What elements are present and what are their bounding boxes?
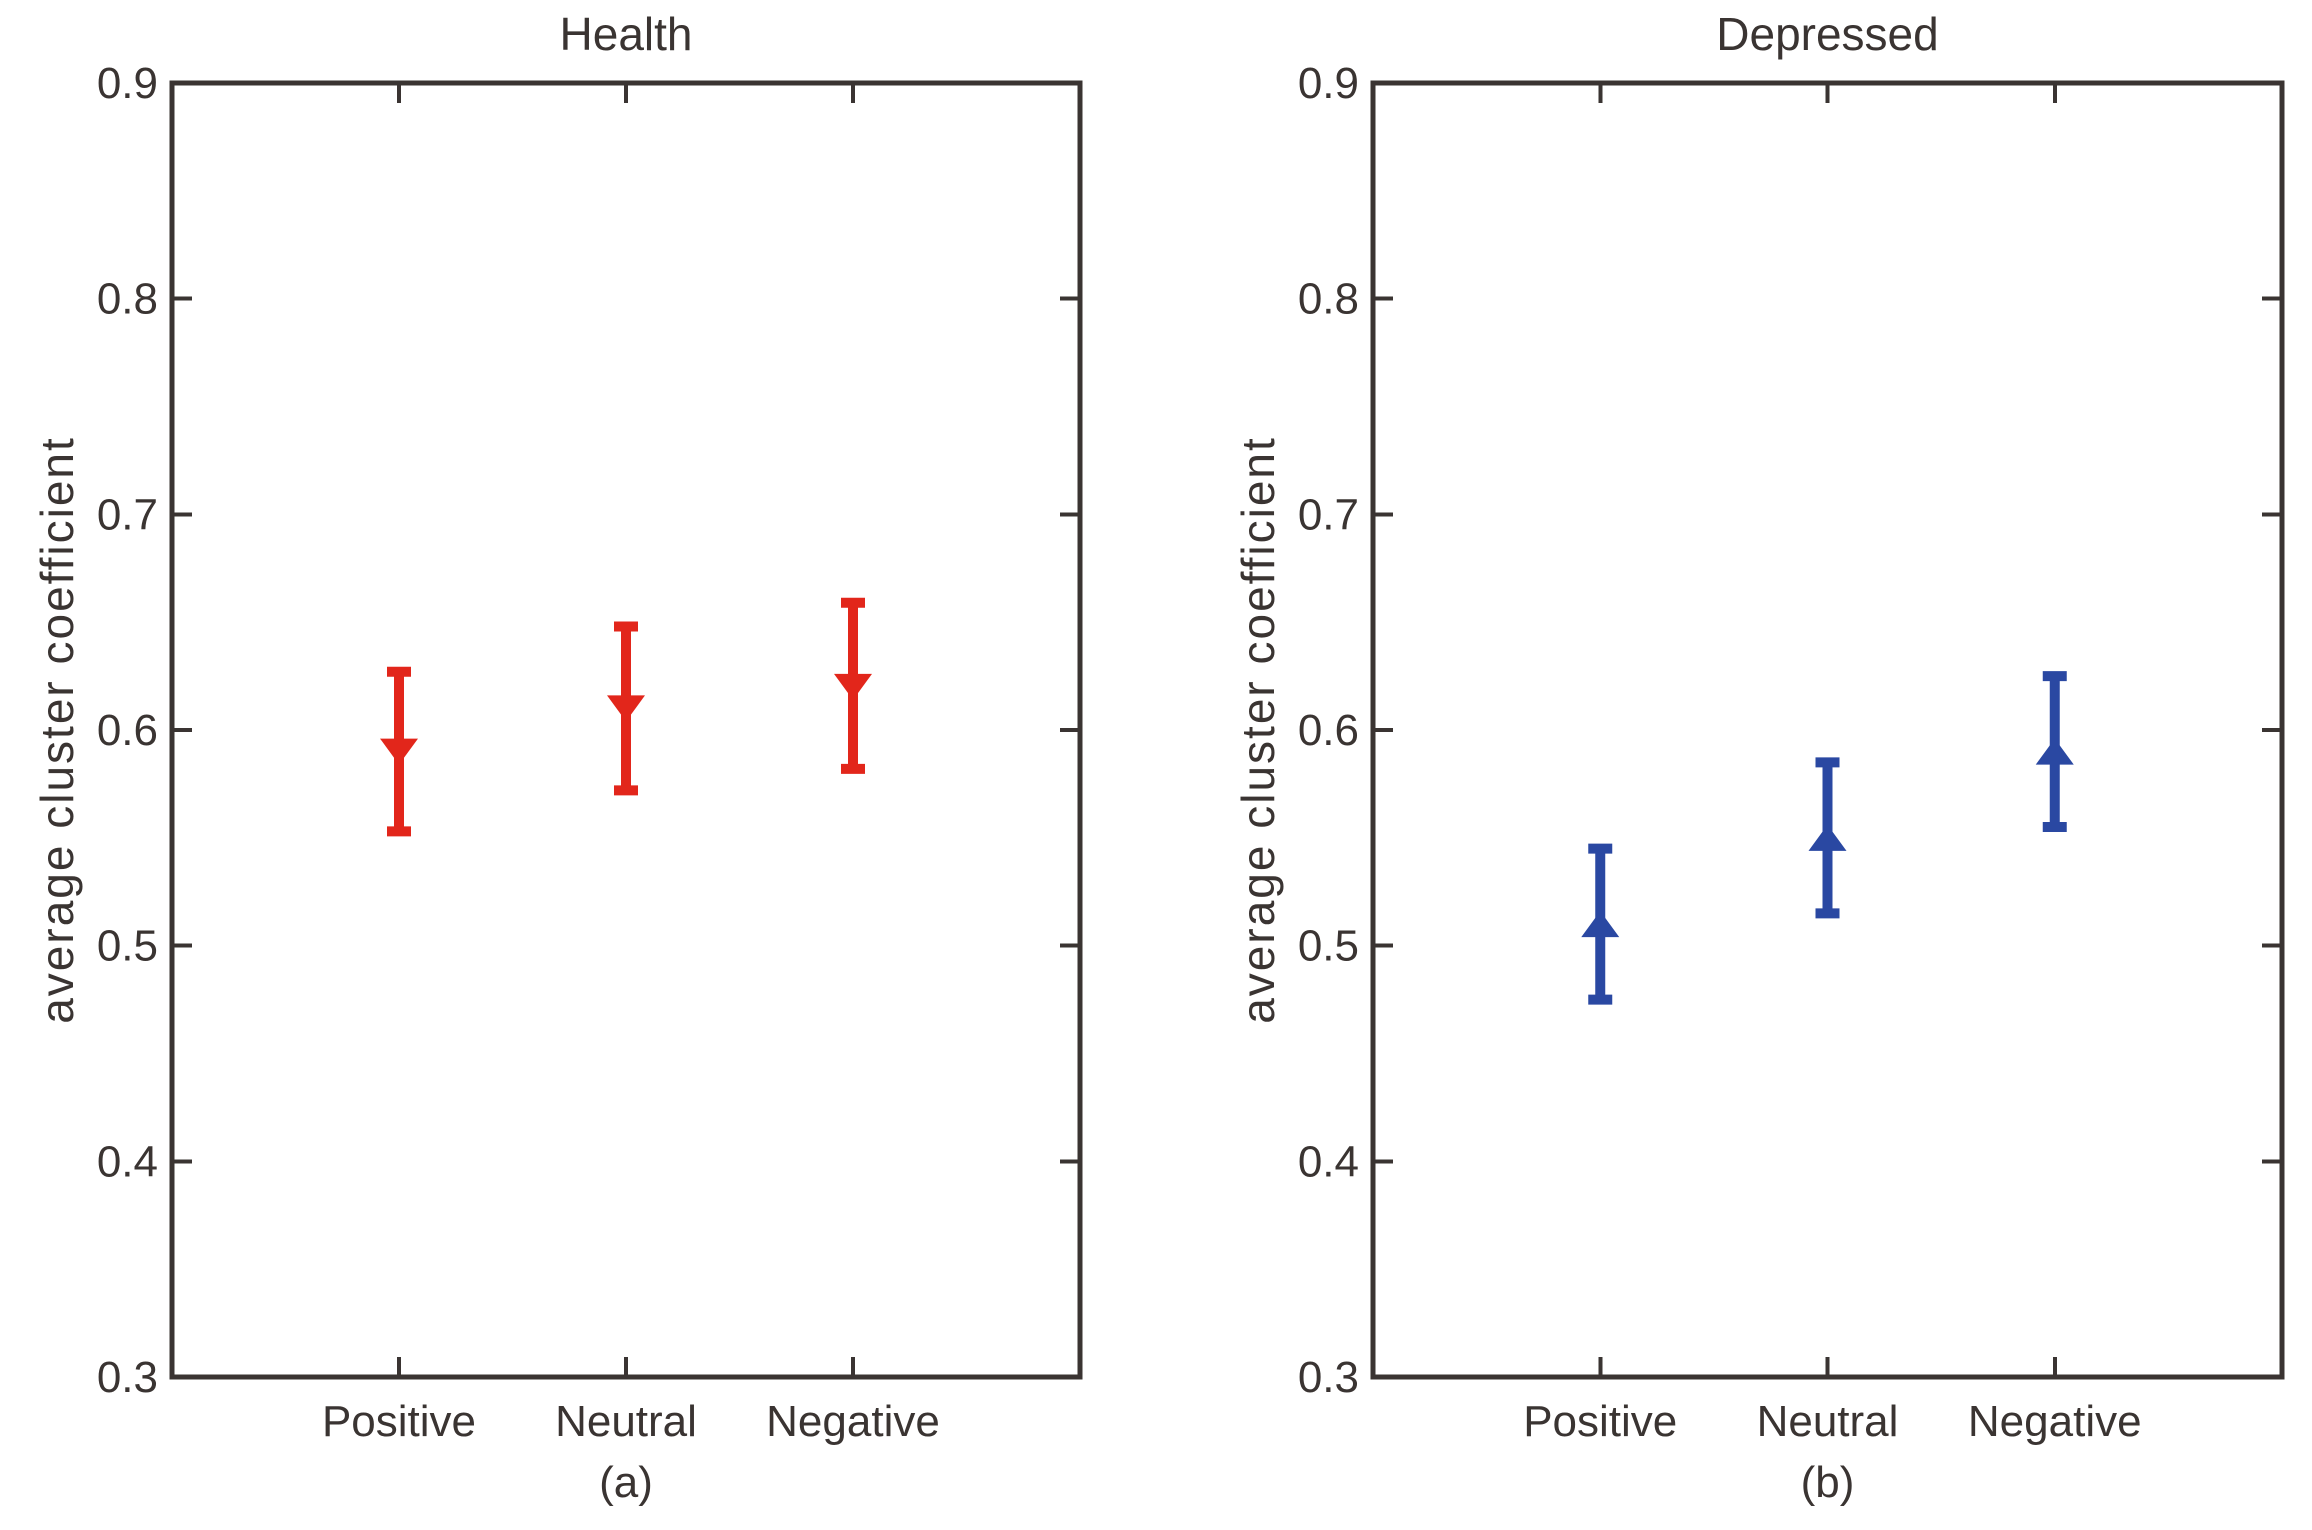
errorbar-neutral [607,621,645,796]
panel-b: 0.3 0.4 0.5 0.6 0.7 0.8 0.9 Positive Neutral Nega… [1298,59,2285,1446]
y-tick-label: 0.5 [1298,922,1359,971]
triangle-up-marker [1808,824,1847,851]
y-tick-label: 0.4 [1298,1137,1359,1186]
x-tick-label: Positive [1523,1397,1677,1446]
errorbar-positive [380,666,418,837]
y-tick-label: 0.7 [1298,490,1359,539]
panel-b-y-axis-label: average cluster coefficient [1232,436,1284,1024]
y-tick-label: 0.5 [97,922,158,971]
panel-b-caption: (b) [1800,1458,1855,1507]
errorbar-negative [2035,671,2074,833]
x-tick-label: Neutral [555,1397,697,1446]
triangle-up-marker [1581,911,1620,938]
triangle-down-marker [834,673,872,700]
panel-a-y-axis-label: average cluster coefficient [31,436,83,1024]
panel-a-title: Health [559,8,693,60]
x-tick-label: Negative [766,1397,940,1446]
x-tick-label: Neutral [1757,1397,1899,1446]
y-tick-label: 0.8 [1298,275,1359,324]
panel-a: 0.3 0.4 0.5 0.6 0.7 0.8 0.9 Positive Neutral Nega… [97,59,1083,1446]
triangle-down-marker [607,695,645,722]
errorbar-negative [834,597,872,774]
y-tick-label: 0.7 [97,490,158,539]
y-tick-label: 0.4 [97,1137,158,1186]
x-tick-label: Positive [322,1397,476,1446]
y-tick-label: 0.8 [97,275,158,324]
y-tick-label: 0.6 [97,706,158,755]
triangle-down-marker [380,738,418,765]
y-tick-label: 0.9 [97,59,158,108]
axis-box [1370,80,2285,1380]
y-tick-label: 0.3 [97,1353,158,1402]
y-tick-label: 0.6 [1298,706,1359,755]
y-tick-label: 0.3 [1298,1353,1359,1402]
x-tick-label: Negative [1968,1397,2142,1446]
errorbar-positive [1581,843,1620,1005]
triangle-up-marker [2035,738,2074,765]
errorbar-neutral [1808,757,1847,919]
panel-a-caption: (a) [599,1458,653,1507]
panel-b-title: Depressed [1716,8,1939,60]
y-tick-label: 0.9 [1298,59,1359,108]
